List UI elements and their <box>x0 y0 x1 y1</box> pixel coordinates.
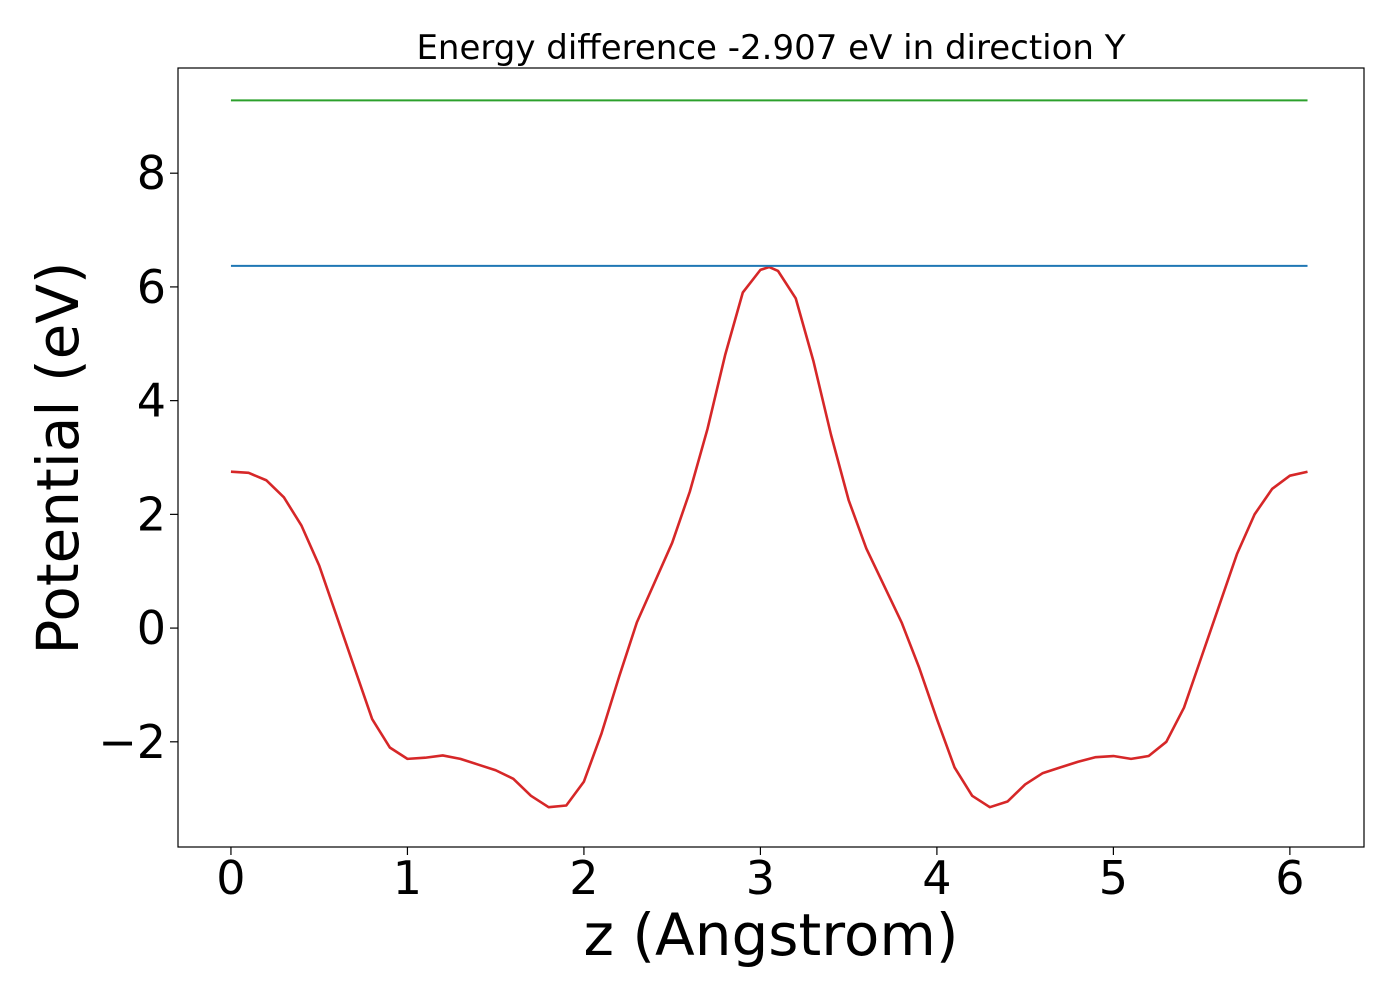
x-tick-label: 5 <box>1099 851 1128 905</box>
x-axis-ticks: 0 1 2 3 4 5 6 <box>216 847 1305 905</box>
x-axis-label: z (Angstrom) <box>584 901 959 969</box>
chart-title: Energy difference -2.907 eV in direction… <box>416 28 1125 68</box>
series-layer <box>230 99 1308 809</box>
x-tick-label: 3 <box>746 851 775 905</box>
x-tick-label: 0 <box>216 851 245 905</box>
y-tick-label: 2 <box>137 487 166 541</box>
y-tick-label: 4 <box>137 374 166 428</box>
y-tick-label: 6 <box>137 260 166 314</box>
x-tick-label: 1 <box>393 851 422 905</box>
x-tick-label: 2 <box>569 851 598 905</box>
y-tick-label: −2 <box>98 715 166 769</box>
x-tick-label: 4 <box>922 851 951 905</box>
y-axis-label: Potential (eV) <box>24 261 92 654</box>
plot-frame <box>177 67 1365 848</box>
y-tick-label: 8 <box>137 146 166 200</box>
y-tick-label: 0 <box>137 601 166 655</box>
y-axis-ticks: −2 0 2 4 6 8 <box>98 146 178 769</box>
x-tick-label: 6 <box>1275 851 1304 905</box>
series-line-0 <box>230 265 1308 809</box>
